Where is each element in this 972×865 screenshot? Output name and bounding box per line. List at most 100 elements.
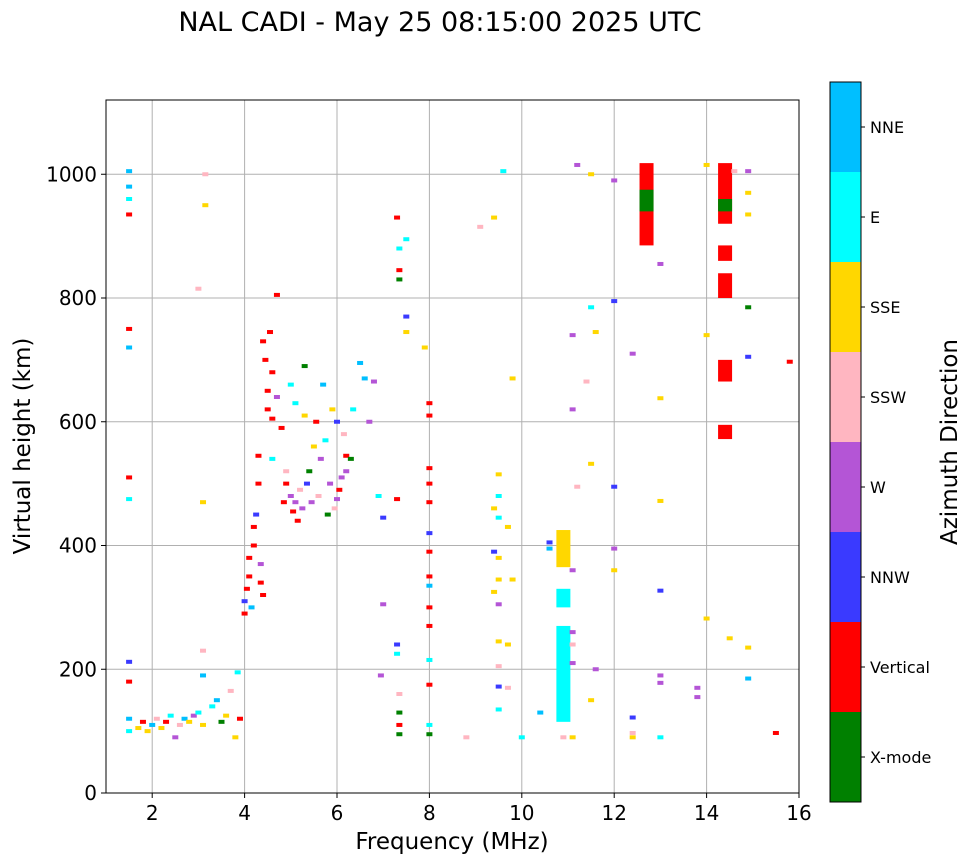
echo-point: [297, 487, 304, 492]
echo-point: [195, 710, 202, 715]
echo-point: [495, 684, 502, 689]
echo-point: [200, 722, 207, 727]
echo-point: [126, 716, 133, 721]
colorbar-label-item: SSE: [870, 298, 900, 317]
echo-point: [334, 419, 340, 424]
echo-point: [262, 357, 269, 362]
echo-point: [153, 716, 160, 721]
echo-point: [336, 487, 343, 492]
colorbar-frame: [829, 81, 862, 803]
echo-point: [703, 162, 710, 167]
echo-point: [227, 688, 234, 693]
echo-point: [340, 432, 347, 437]
echo-point: [209, 704, 216, 709]
echo-point: [403, 314, 410, 319]
echo-point: [343, 453, 350, 458]
echo-point: [186, 719, 193, 724]
echo-point: [426, 732, 433, 737]
echo-point: [287, 382, 294, 387]
colorbar-label-item: W: [870, 478, 886, 497]
echo-point: [190, 713, 197, 718]
echo-point: [126, 659, 133, 664]
echo-point: [126, 184, 133, 189]
echo-point: [745, 212, 752, 217]
echo-point: [181, 716, 188, 721]
echo-block: [718, 199, 733, 212]
echo-block: [718, 359, 733, 382]
echo-point: [200, 673, 207, 678]
echo-point: [786, 359, 793, 364]
echo-point: [253, 512, 260, 517]
colorbar-segment: [830, 442, 861, 532]
echo-point: [495, 472, 502, 477]
echo-point: [509, 577, 516, 582]
echo-point: [495, 707, 502, 712]
echo-point: [278, 425, 285, 430]
echo-point: [588, 698, 595, 703]
echo-point: [611, 484, 618, 489]
echo-block: [639, 189, 654, 212]
colorbar-label-item: SSW: [870, 388, 906, 407]
data-marks: [126, 162, 793, 740]
echo-point: [126, 497, 133, 502]
echo-point: [163, 719, 170, 724]
echo-point: [126, 345, 133, 350]
echo-point: [269, 370, 276, 375]
echo-point: [426, 623, 433, 628]
echo-point: [426, 481, 433, 486]
echo-point: [629, 351, 636, 356]
echo-point: [694, 685, 701, 690]
echo-point: [426, 574, 433, 579]
echo-point: [426, 657, 433, 662]
echo-point: [569, 642, 576, 647]
echo-point: [290, 509, 297, 514]
echo-point: [491, 506, 498, 511]
echo-point: [243, 586, 250, 591]
x-tick-label: 6: [331, 801, 344, 825]
echo-point: [380, 515, 387, 520]
echo-point: [347, 456, 354, 461]
echo-point: [396, 268, 403, 273]
echo-point: [611, 568, 618, 573]
echo-point: [234, 670, 241, 675]
x-tick-label: 4: [238, 801, 251, 825]
echo-point: [241, 611, 248, 616]
echo-point: [657, 673, 664, 678]
echo-point: [569, 661, 576, 666]
colorbar-segment: [830, 352, 861, 442]
colorbar-label: Azimuth Direction: [937, 339, 963, 545]
echo-point: [306, 469, 313, 474]
echo-point: [463, 735, 470, 740]
echo-point: [703, 616, 710, 621]
echo-point: [317, 456, 324, 461]
echo-point: [375, 494, 382, 498]
echo-point: [495, 515, 502, 520]
echo-point: [350, 407, 357, 412]
echo-point: [126, 197, 133, 201]
echo-point: [357, 360, 364, 365]
echo-point: [200, 648, 207, 653]
echo-point: [657, 680, 664, 685]
echo-point: [126, 679, 133, 684]
echo-point: [331, 506, 338, 511]
echo-block: [718, 245, 733, 261]
echo-point: [745, 190, 752, 195]
chart-title: NAL CADI - May 25 08:15:00 2025 UTC: [178, 7, 701, 38]
echo-point: [126, 475, 133, 480]
echo-point: [396, 692, 403, 696]
colorbar-segment: [830, 82, 861, 172]
echo-point: [569, 568, 576, 573]
echo-point: [292, 500, 299, 505]
echo-point: [135, 726, 142, 731]
echo-block: [556, 625, 571, 722]
y-tick-label: 800: [59, 286, 97, 310]
echo-point: [396, 277, 403, 282]
echo-point: [611, 178, 618, 183]
echo-point: [200, 500, 207, 505]
echo-point: [292, 401, 299, 406]
echo-point: [250, 524, 257, 529]
echo-point: [500, 169, 507, 174]
echo-point: [264, 388, 271, 393]
echo-point: [403, 330, 410, 335]
echo-point: [491, 215, 498, 220]
